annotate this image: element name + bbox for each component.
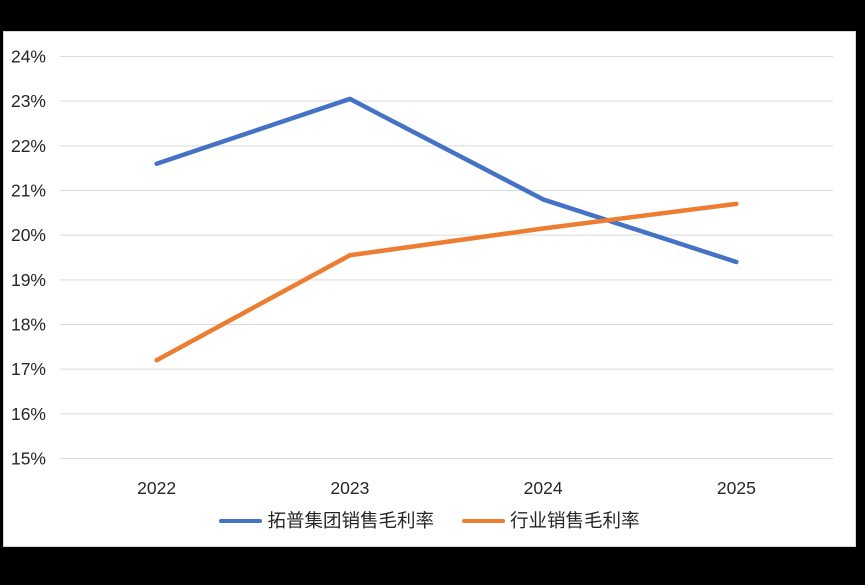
y-axis-tick-label: 21%	[11, 181, 46, 201]
line-chart: 15%16%17%18%19%20%21%22%23%24% 2022 2023 2…	[11, 47, 833, 498]
x-axis-tick-label: 2024	[524, 478, 563, 498]
series-line-0	[154, 96, 739, 265]
x-axis-tick-labels: 2022 2023 2024 2025	[137, 478, 756, 498]
y-axis-tick-label: 19%	[11, 270, 46, 290]
legend-label-topu: 拓普集团销售毛利率	[267, 509, 434, 531]
chart-legend: 拓普集团销售毛利率 行业销售毛利率	[4, 509, 855, 533]
x-axis-tick-label: 2025	[717, 478, 756, 498]
chart-card: 15% 16% 17% 18% 19% 20% 21% 22% 23% 24% 2022 2023 2…	[3, 31, 856, 547]
x-axis-tick-label: 2023	[330, 478, 369, 498]
legend-item-industry: 行业销售毛利率	[462, 509, 640, 531]
series-line-1	[154, 201, 739, 363]
y-axis-tick-label: 23%	[11, 91, 46, 111]
gridlines	[60, 56, 833, 459]
y-axis-tick-label: 17%	[11, 359, 46, 379]
y-axis-tick-label: 16%	[11, 404, 46, 424]
y-axis-tick-label: 24%	[11, 47, 46, 67]
y-axis-tick-label: 15%	[11, 449, 46, 469]
y-axis-tick-labels: 15% 16% 17% 18% 19% 20% 21% 22% 23% 24%	[11, 47, 46, 469]
series-lines	[154, 96, 739, 363]
legend-swatch-industry	[462, 518, 505, 524]
y-axis-tick-label: 20%	[11, 225, 46, 245]
legend-item-topu: 拓普集团销售毛利率	[219, 509, 434, 531]
y-axis-tick-label: 18%	[11, 315, 46, 335]
x-axis-tick-label: 2022	[137, 478, 176, 498]
y-axis-tick-label: 22%	[11, 136, 46, 156]
legend-label-industry: 行业销售毛利率	[510, 509, 640, 531]
legend-swatch-topu	[219, 518, 263, 524]
